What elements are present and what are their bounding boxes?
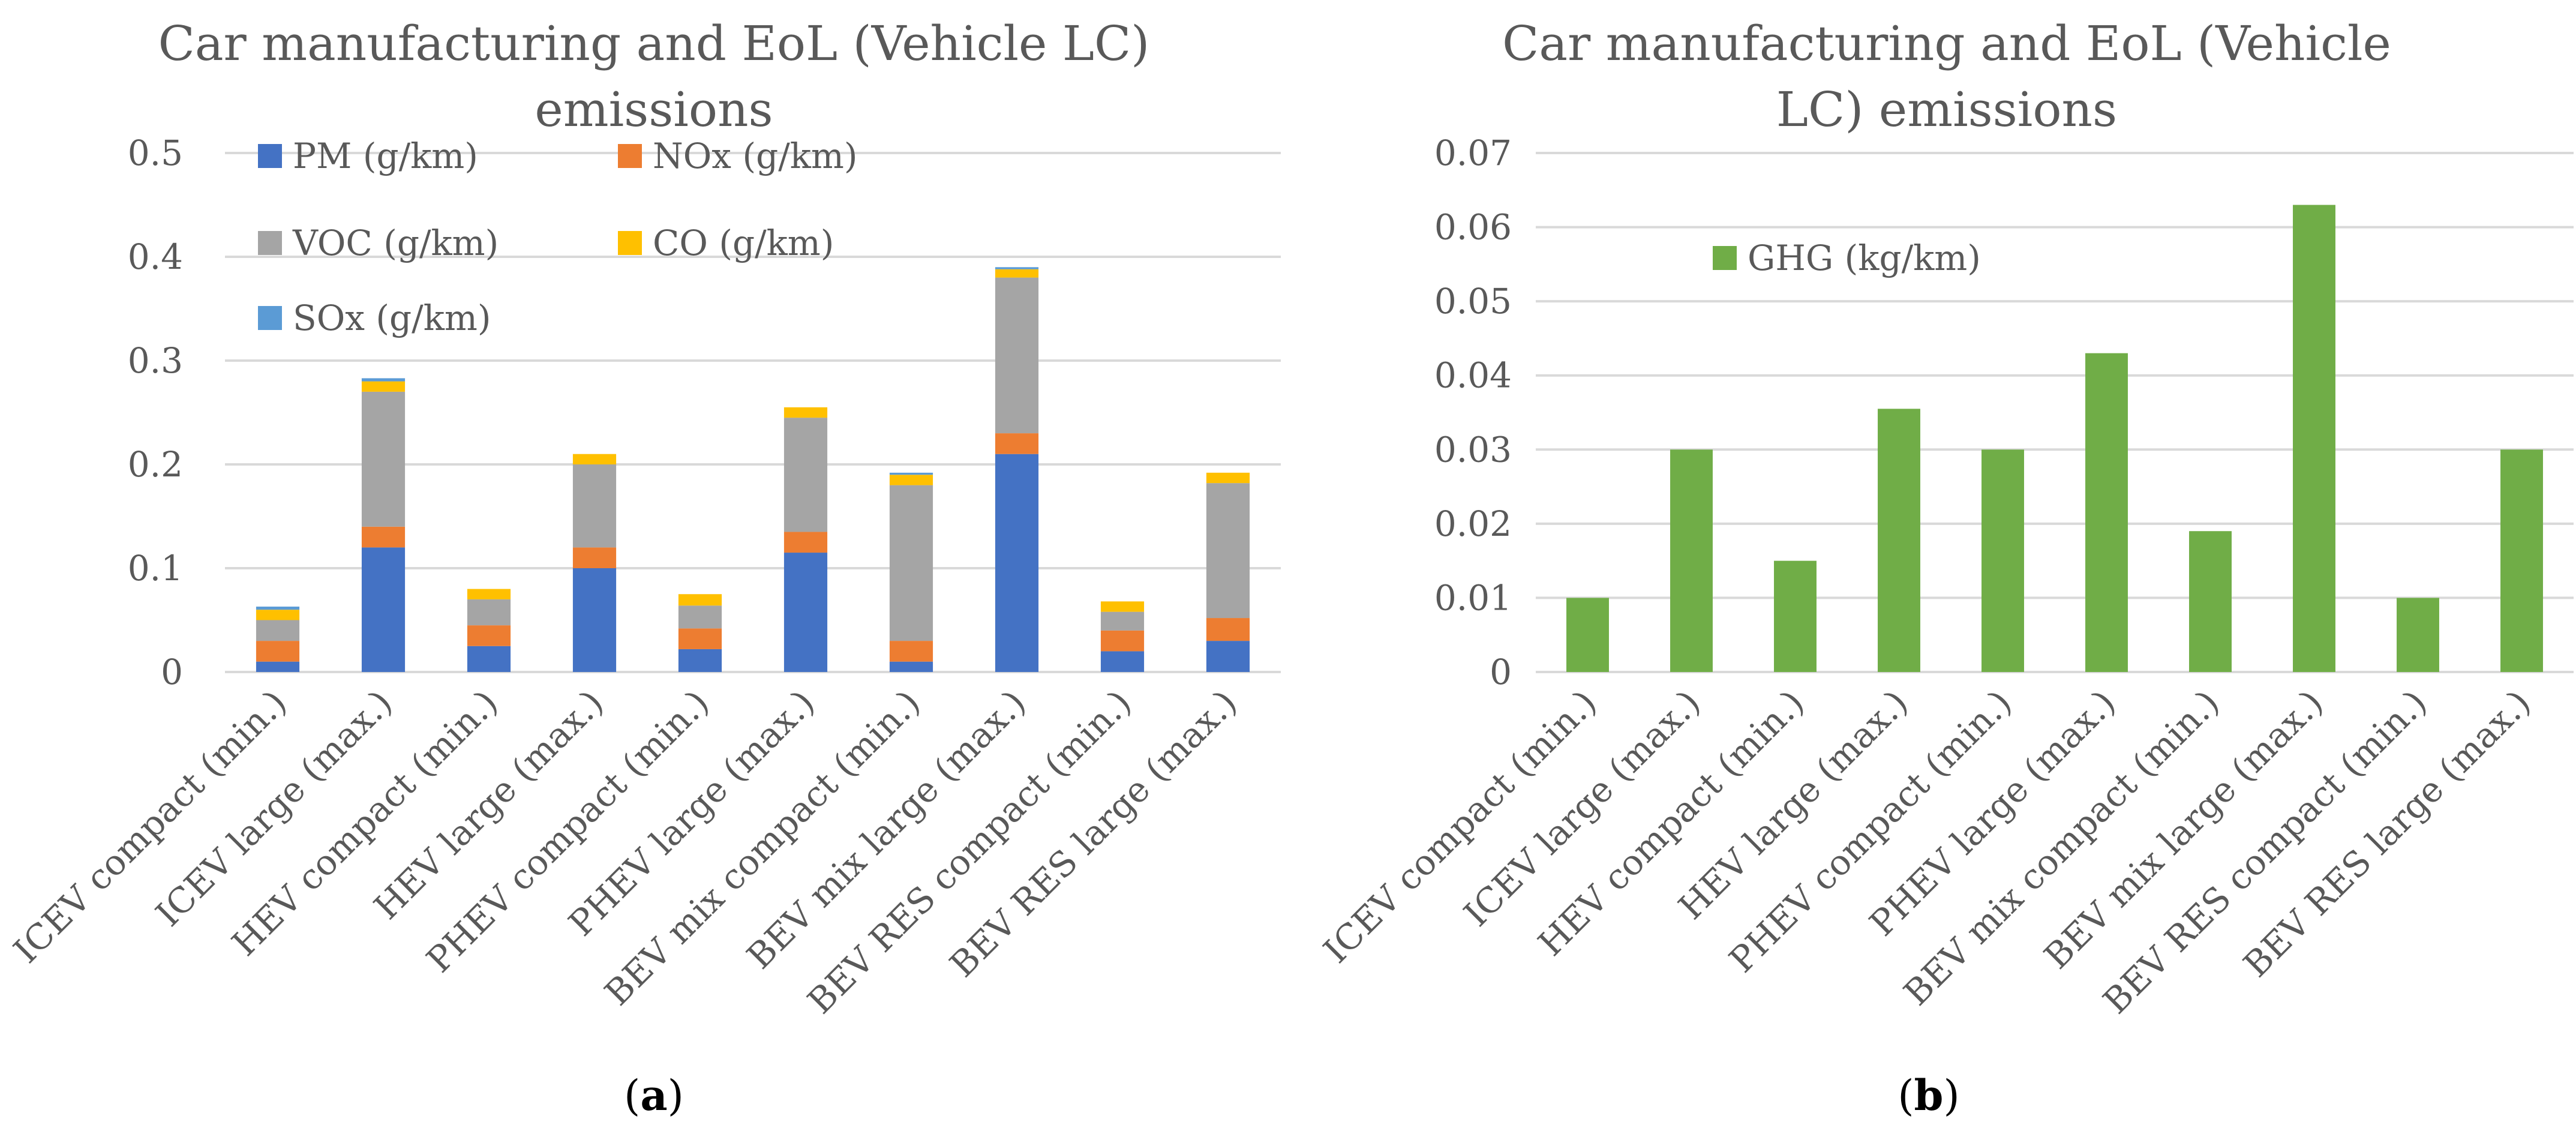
- y-tick-label: 0.3: [128, 340, 183, 381]
- bar-voc-g-km: [678, 605, 722, 629]
- bar-voc-g-km: [467, 599, 511, 626]
- bar-pm-g-km: [467, 646, 511, 672]
- bar-pm-g-km: [783, 553, 828, 672]
- bar-nox-g-km: [467, 625, 511, 646]
- legend-label-pm-g-km: PM (g/km): [293, 136, 478, 176]
- bar-co-g-km: [467, 589, 511, 599]
- bar-voc-g-km: [361, 391, 406, 527]
- legend-swatch-ghg-kg-km: [1713, 246, 1737, 270]
- bar-ghg-kg-km: [1566, 598, 1609, 672]
- bar-ghg-kg-km: [1774, 560, 1817, 672]
- bar-nox-g-km: [361, 526, 406, 548]
- bar-nox-g-km: [1206, 618, 1250, 641]
- bar-nox-g-km: [572, 547, 617, 568]
- bar-pm-g-km: [995, 454, 1039, 672]
- bar-voc-g-km: [889, 485, 933, 641]
- chart-title-line: Car manufacturing and EoL (Vehicle LC): [158, 16, 1150, 71]
- y-tick-label: 0.02: [1434, 503, 1512, 544]
- bar-voc-g-km: [1100, 611, 1145, 631]
- bar-co-g-km: [889, 475, 933, 485]
- bar-pm-g-km: [572, 568, 617, 672]
- bar-pm-g-km: [889, 661, 933, 672]
- legend-label-ghg-kg-km: GHG (kg/km): [1748, 238, 1981, 278]
- bar-pm-g-km: [256, 661, 300, 672]
- bar-ghg-kg-km: [1981, 449, 2024, 672]
- bar-sox-g-km: [361, 378, 406, 382]
- bar-co-g-km: [572, 454, 617, 464]
- y-tick-label: 0.06: [1434, 207, 1512, 248]
- legend-swatch-co-g-km: [618, 231, 642, 255]
- y-tick-label: 0.2: [128, 444, 183, 485]
- y-tick-label: 0.07: [1434, 133, 1512, 173]
- bar-sox-g-km: [889, 472, 933, 475]
- bar-ghg-kg-km: [2397, 598, 2439, 672]
- bar-pm-g-km: [1206, 641, 1250, 672]
- bar-ghg-kg-km: [2085, 353, 2128, 672]
- bar-ghg-kg-km: [2500, 449, 2543, 672]
- bar-pm-g-km: [678, 649, 722, 672]
- legend-swatch-pm-g-km: [258, 144, 282, 168]
- y-tick-label: 0.01: [1434, 577, 1512, 618]
- y-tick-label: 0.05: [1434, 281, 1512, 322]
- legend-label-sox-g-km: SOx (g/km): [293, 298, 491, 338]
- bar-nox-g-km: [995, 433, 1039, 454]
- bar-sox-g-km: [995, 267, 1039, 269]
- y-tick-label: 0.5: [128, 133, 183, 173]
- legend-swatch-voc-g-km: [258, 231, 282, 255]
- chart-title-line: Car manufacturing and EoL (Vehicle: [1502, 16, 2391, 71]
- bar-nox-g-km: [889, 641, 933, 662]
- bar-nox-g-km: [256, 641, 300, 662]
- bar-pm-g-km: [361, 547, 406, 672]
- chart-title-line: emissions: [535, 82, 773, 137]
- bar-co-g-km: [361, 381, 406, 392]
- bar-co-g-km: [256, 610, 300, 620]
- y-tick-label: 0.03: [1434, 429, 1512, 470]
- y-tick-label: 0: [161, 652, 183, 692]
- bar-pm-g-km: [1100, 651, 1145, 672]
- bar-ghg-kg-km: [1670, 449, 1713, 672]
- legend-label-voc-g-km: VOC (g/km): [292, 223, 499, 263]
- y-tick-label: 0: [1490, 652, 1512, 692]
- bar-voc-g-km: [256, 620, 300, 641]
- chart-b: Car manufacturing and EoL (Vehicle LC) em…: [1316, 16, 2574, 1120]
- chart-title-line: LC) emissions: [1776, 82, 2117, 137]
- bar-nox-g-km: [678, 628, 722, 649]
- bar-ghg-kg-km: [2189, 531, 2232, 672]
- bar-ghg-kg-km: [2293, 205, 2335, 672]
- bar-co-g-km: [1100, 601, 1145, 612]
- bar-voc-g-km: [783, 418, 828, 532]
- bar-nox-g-km: [1100, 630, 1145, 652]
- legend-swatch-sox-g-km: [258, 306, 282, 330]
- y-tick-label: 0.1: [128, 548, 183, 589]
- bar-voc-g-km: [1206, 483, 1250, 619]
- chart-a: Car manufacturing and EoL (Vehicle LC) em…: [5, 16, 1281, 1120]
- bar-co-g-km: [1206, 472, 1250, 484]
- bar-sox-g-km: [256, 607, 300, 610]
- bar-co-g-km: [995, 269, 1039, 278]
- legend-swatch-nox-g-km: [618, 144, 642, 168]
- bar-voc-g-km: [572, 464, 617, 548]
- bar-co-g-km: [783, 407, 828, 418]
- legend-label-nox-g-km: NOx (g/km): [653, 136, 858, 176]
- panel-label: (b): [1898, 1070, 1960, 1120]
- legend-label-co-g-km: CO (g/km): [653, 223, 834, 263]
- bar-voc-g-km: [995, 277, 1039, 434]
- bar-ghg-kg-km: [1878, 409, 1920, 672]
- y-tick-label: 0.4: [128, 236, 183, 277]
- bar-nox-g-km: [783, 532, 828, 553]
- panel-label: (a): [624, 1070, 684, 1120]
- y-tick-label: 0.04: [1434, 355, 1512, 396]
- bar-co-g-km: [678, 594, 722, 606]
